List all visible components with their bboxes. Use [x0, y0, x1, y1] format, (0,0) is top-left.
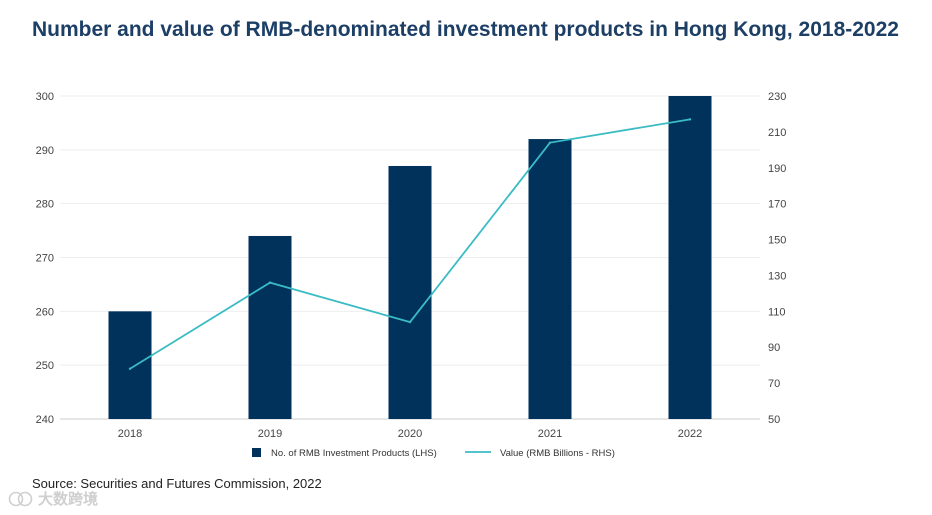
line-point-2019: [268, 281, 272, 284]
right-axis-tick-label: 90: [768, 342, 780, 354]
legend-bar-swatch: [252, 448, 261, 457]
bar-2019: [248, 235, 292, 419]
left-axis-tick-label: 250: [36, 360, 54, 372]
right-axis-tick-label: 130: [768, 270, 786, 282]
right-axis-tick-label: 110: [768, 306, 786, 318]
watermark-text: 大数跨境: [38, 490, 99, 508]
watermark-logo-icon: [8, 491, 33, 506]
left-axis-tick-label: 260: [36, 306, 54, 318]
right-axis-tick-label: 170: [768, 199, 786, 211]
line-series: [128, 118, 692, 370]
x-axis-tick-label: 2022: [678, 428, 702, 440]
x-axis-ticks: 2018 2019 2020 2021 2022: [118, 428, 702, 440]
legend-line-label: Value (RMB Billions - RHS): [500, 448, 615, 459]
left-axis-ticks: 300 290 280 270 260 250 240: [36, 91, 54, 426]
line-point-2022: [688, 118, 692, 121]
x-axis-tick-label: 2019: [258, 428, 282, 440]
legend: No. of RMB Investment Products (LHS) Val…: [252, 448, 615, 459]
chart-title: Number and value of RMB-denominated inve…: [32, 18, 899, 41]
x-axis-tick-label: 2020: [398, 428, 422, 440]
right-axis-tick-label: 190: [768, 163, 786, 175]
left-axis-tick-label: 300: [36, 91, 54, 103]
x-axis-tick-label: 2021: [538, 428, 562, 440]
line-point-2020: [408, 320, 412, 324]
bar-series: [108, 96, 712, 420]
right-axis-tick-label: 150: [768, 235, 786, 247]
watermark: 大数跨境: [8, 488, 98, 509]
left-axis-tick-label: 270: [36, 253, 54, 265]
bar-2022: [668, 96, 712, 419]
bar-2020: [388, 165, 432, 419]
left-axis-tick-label: 240: [36, 414, 54, 426]
source-note: Source: Securities and Futures Commissio…: [32, 476, 322, 491]
right-axis-tick-label: 210: [768, 127, 786, 139]
x-axis-tick-label: 2018: [118, 428, 142, 440]
left-axis-tick-label: 280: [36, 199, 54, 211]
left-axis-tick-label: 290: [36, 145, 54, 157]
bar-2021: [528, 139, 572, 420]
line-point-2021: [548, 141, 552, 144]
right-axis-tick-label: 50: [768, 414, 780, 426]
right-axis-tick-label: 230: [768, 91, 786, 103]
legend-bar-label: No. of RMB Investment Products (LHS): [271, 448, 437, 459]
combo-chart: 300 290 280 270 260 250 240 230 210 190 170 150 130…: [36, 91, 787, 459]
bar-2018: [108, 311, 152, 419]
line-point-2018: [128, 367, 132, 370]
right-axis-ticks: 230 210 190 170 150 130 110 90 70 50: [768, 91, 786, 426]
right-axis-tick-label: 70: [768, 378, 780, 390]
